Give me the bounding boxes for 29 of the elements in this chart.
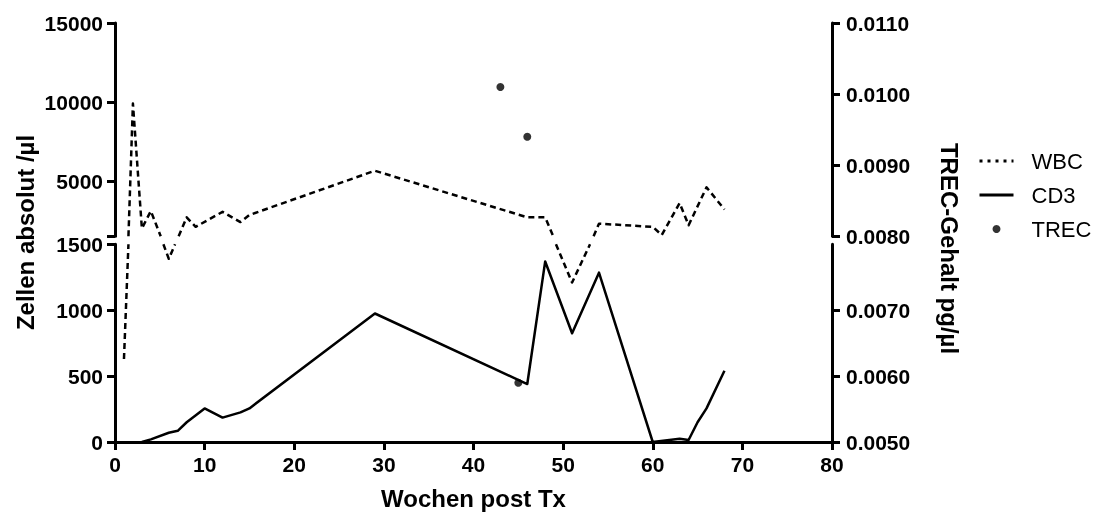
x-tick-label: 40	[461, 453, 486, 476]
y2-tick-label: 0.0070	[846, 298, 911, 322]
legend-label: WBC	[1031, 148, 1083, 174]
y-axis-title: Zellen absolut /µl	[11, 134, 39, 331]
x-tick-label: 50	[551, 453, 575, 476]
y-tick-label: 1500	[56, 232, 103, 256]
legend-label: CD3	[1031, 182, 1076, 208]
y-tick-label: 0	[91, 430, 103, 454]
x-tick-label: 60	[641, 453, 665, 476]
y2-tick-label: 0.0100	[846, 82, 911, 106]
legend-label: TREC	[1031, 216, 1092, 242]
y-tick-label: 10000	[44, 90, 103, 114]
y-tick-label: 5000	[56, 169, 103, 193]
x-axis-title: Wochen post Tx	[381, 484, 567, 512]
y-tick-label: 1000	[56, 298, 103, 322]
y2-tick-label: 0.0110	[846, 11, 910, 35]
x-tick-label: 20	[282, 453, 306, 476]
y-tick-label: 15000	[44, 11, 103, 35]
y2-tick-label: 0.0080	[846, 224, 911, 248]
y2-tick-label: 0.0060	[846, 364, 911, 388]
x-tick-label: 70	[730, 453, 755, 476]
x-tick-label: 30	[372, 453, 396, 476]
x-tick-label: 0	[109, 453, 121, 476]
y-tick-label: 500	[67, 364, 103, 388]
x-tick-label: 10	[192, 453, 217, 476]
x-tick-label: 80	[820, 453, 844, 476]
y2-axis-title: TREC-Gehalt pg/µl	[935, 142, 963, 355]
y2-tick-label: 0.0050	[846, 430, 911, 454]
y2-tick-label: 0.0090	[846, 153, 911, 177]
